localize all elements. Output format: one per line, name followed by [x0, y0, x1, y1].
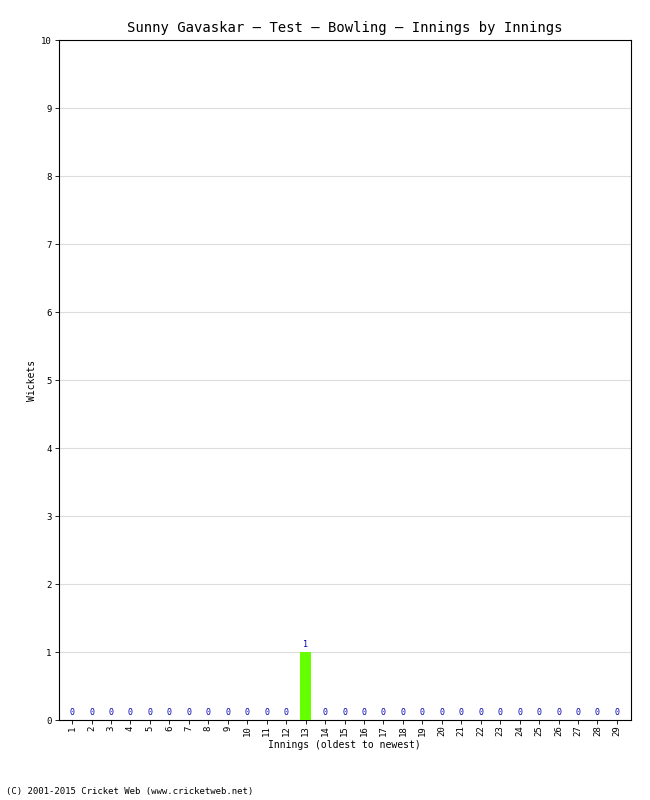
Y-axis label: Wickets: Wickets: [27, 359, 36, 401]
Text: 0: 0: [439, 708, 445, 717]
Text: 0: 0: [167, 708, 172, 717]
Text: 0: 0: [283, 708, 289, 717]
Text: 0: 0: [536, 708, 541, 717]
Text: 0: 0: [614, 708, 619, 717]
Text: 0: 0: [498, 708, 502, 717]
Text: 0: 0: [148, 708, 153, 717]
Text: 0: 0: [264, 708, 269, 717]
Text: 0: 0: [244, 708, 250, 717]
Text: (C) 2001-2015 Cricket Web (www.cricketweb.net): (C) 2001-2015 Cricket Web (www.cricketwe…: [6, 787, 254, 796]
X-axis label: Innings (oldest to newest): Innings (oldest to newest): [268, 741, 421, 750]
Text: 0: 0: [575, 708, 580, 717]
Text: 0: 0: [206, 708, 211, 717]
Text: 0: 0: [128, 708, 133, 717]
Text: 0: 0: [556, 708, 561, 717]
Text: 0: 0: [187, 708, 191, 717]
Text: 0: 0: [226, 708, 230, 717]
Text: 0: 0: [400, 708, 406, 717]
Text: 0: 0: [478, 708, 483, 717]
Title: Sunny Gavaskar – Test – Bowling – Innings by Innings: Sunny Gavaskar – Test – Bowling – Inning…: [127, 21, 562, 34]
Text: 0: 0: [342, 708, 347, 717]
Text: 0: 0: [381, 708, 386, 717]
Text: 0: 0: [89, 708, 94, 717]
Text: 1: 1: [303, 640, 308, 649]
Text: 0: 0: [595, 708, 600, 717]
Text: 0: 0: [459, 708, 463, 717]
Text: 0: 0: [420, 708, 425, 717]
Bar: [300, 652, 311, 720]
Text: 0: 0: [70, 708, 75, 717]
Text: 0: 0: [517, 708, 522, 717]
Text: 0: 0: [109, 708, 114, 717]
Text: 0: 0: [361, 708, 367, 717]
Text: 0: 0: [322, 708, 328, 717]
